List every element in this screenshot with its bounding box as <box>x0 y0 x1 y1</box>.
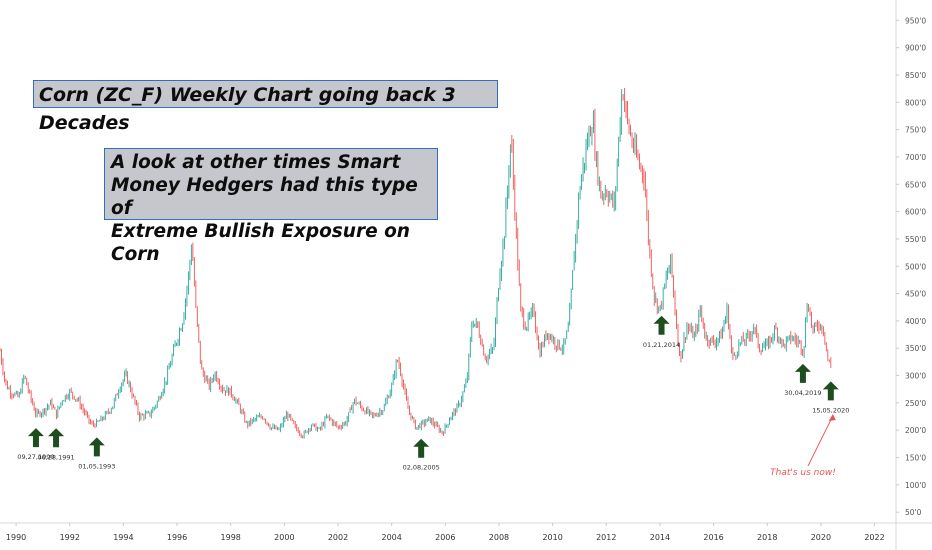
x-tick-label: 2022 <box>864 533 884 542</box>
callout-arrowhead-icon <box>828 414 836 421</box>
x-tick-label: 2014 <box>650 533 670 542</box>
arrow-up-icon <box>653 315 670 335</box>
date-label: 30,04,2019 <box>784 389 821 397</box>
x-tick-label: 2004 <box>381 533 401 542</box>
y-tick-label: 100'0 <box>905 481 926 490</box>
arrow-up-icon <box>88 437 105 457</box>
x-tick-label: 1992 <box>60 533 80 542</box>
arrow-up-icon <box>27 428 44 448</box>
up-arrow-marker: 02,08,2005 <box>403 438 440 472</box>
up-arrow-marker: 15,05,2020 <box>812 381 849 414</box>
x-tick-label: 2012 <box>596 533 616 542</box>
arrow-up-icon <box>794 363 811 383</box>
y-tick-label: 250'0 <box>905 399 926 408</box>
y-tick-label: 950'0 <box>905 16 926 25</box>
x-tick-label: 1994 <box>113 533 133 542</box>
up-arrow-marker: 09,27,1990 <box>17 428 55 461</box>
y-tick-label: 800'0 <box>905 98 926 107</box>
x-tick-label: 1998 <box>221 533 241 542</box>
y-tick-label: 50'0 <box>905 508 922 517</box>
callout: That's us now! <box>770 414 836 478</box>
up-arrow-marker: 30,04,2019 <box>784 363 822 397</box>
y-tick-label: 650'0 <box>905 180 926 189</box>
x-tick-label: 2020 <box>811 533 831 542</box>
y-tick-label: 300'0 <box>905 372 926 381</box>
y-tick-label: 500'0 <box>905 262 926 271</box>
y-tick-label: 850'0 <box>905 71 926 80</box>
y-tick-label: 450'0 <box>905 290 926 299</box>
date-label: 02,08,2005 <box>403 464 440 472</box>
x-tick-label: 2002 <box>328 533 348 542</box>
y-axis: 50'0 100'0 150'0 200'0 250'0 300'0 350'0 400'0 4… <box>895 0 926 550</box>
x-tick-label: 1996 <box>167 533 187 542</box>
x-axis: 1990 1992 1994 1996 1998 2000 2002 2004 2006 2008… <box>0 522 932 542</box>
date-label: 01,05,1993 <box>78 462 115 470</box>
x-tick-label: 1990 <box>6 533 26 542</box>
x-tick-label: 2010 <box>542 533 562 542</box>
annotation-note: A look at other times Smart Money Hedger… <box>104 148 438 265</box>
y-tick-label: 700'0 <box>905 153 926 162</box>
y-tick-label: 900'0 <box>905 44 926 53</box>
x-tick-label: 2016 <box>703 533 723 542</box>
y-tick-label: 750'0 <box>905 126 926 135</box>
x-tick-label: 2000 <box>274 533 294 542</box>
chart-title: Corn (ZC_F) Weekly Chart going back 3 De… <box>33 80 498 134</box>
y-tick-label: 200'0 <box>905 426 926 435</box>
arrow-up-icon <box>822 381 839 401</box>
up-arrow-marker: 01,05,1993 <box>78 437 115 470</box>
x-tick-label: 2006 <box>435 533 455 542</box>
arrow-up-icon <box>413 438 430 458</box>
y-tick-label: 400'0 <box>905 317 926 326</box>
x-tick-label: 2008 <box>489 533 509 542</box>
date-label: 09,27,1990 <box>17 453 54 461</box>
y-tick-label: 600'0 <box>905 208 926 217</box>
date-label: 06,28,1991 <box>37 453 74 461</box>
date-label: 01,21,2014 <box>643 341 680 349</box>
date-label: 15,05,2020 <box>812 406 849 414</box>
up-arrow-marker: 01,21,2014 <box>643 315 680 349</box>
arrow-up-icon <box>48 428 65 448</box>
x-tick-label: 2018 <box>757 533 777 542</box>
y-tick-label: 550'0 <box>905 235 926 244</box>
y-tick-label: 150'0 <box>905 454 926 463</box>
callout-line <box>807 415 834 467</box>
up-arrow-marker: 06,28,1991 <box>37 428 75 461</box>
price-series <box>0 87 832 439</box>
y-tick-label: 350'0 <box>905 344 926 353</box>
callout-text: That's us now! <box>770 468 836 478</box>
